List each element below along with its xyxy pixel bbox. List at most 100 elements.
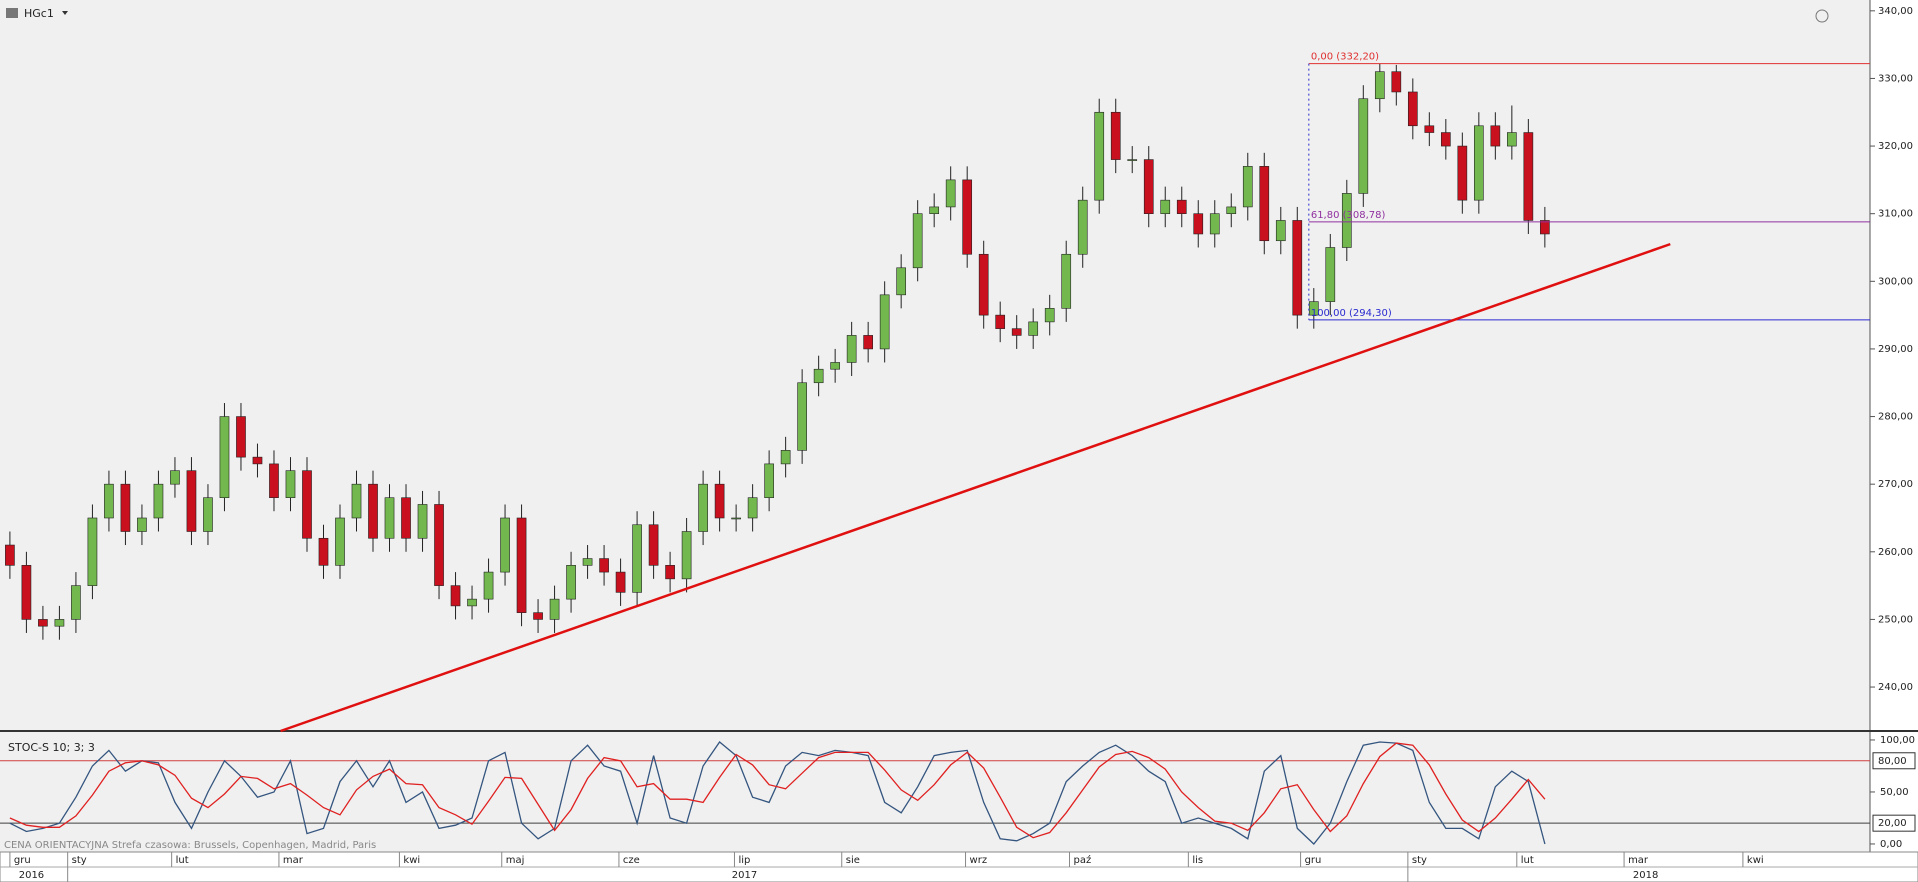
candle-body (368, 483, 378, 539)
symbol-icon[interactable] (6, 8, 18, 18)
clock-icon[interactable] (1815, 9, 1829, 23)
candle-body (1325, 247, 1336, 302)
candle-body (879, 294, 890, 350)
candle-body (1440, 132, 1451, 147)
candle-body (1341, 193, 1352, 248)
candle-body (632, 524, 642, 593)
y-tick-label: 250,00 (1878, 614, 1913, 625)
candle-body (87, 517, 98, 586)
candle-body (1391, 71, 1402, 93)
candle-body (170, 470, 180, 485)
candle-body (269, 463, 279, 499)
candle-body (1061, 253, 1072, 309)
candle-body (38, 619, 48, 627)
x-tick-label: lut (1521, 855, 1534, 866)
candle-body (813, 368, 824, 384)
level-box (1872, 752, 1916, 770)
candle-body (1044, 308, 1055, 323)
x-tick-label: sie (846, 855, 860, 866)
level-label: 20,00 (1878, 818, 1907, 829)
candle-body (335, 517, 345, 566)
candle-body (681, 531, 692, 580)
candle-body (1110, 111, 1121, 160)
candle-body (896, 267, 907, 296)
axis-background (1870, 0, 1918, 882)
x-tick-label: paź (1074, 854, 1092, 866)
candle-body (302, 470, 312, 539)
y-tick-label: 50,00 (1880, 787, 1909, 798)
x-tick-label: kwi (1747, 855, 1764, 866)
dropdown-arrow[interactable] (62, 11, 68, 15)
indicator-title[interactable]: STOC-S 10; 3; 3 (8, 741, 95, 754)
candle-body (54, 619, 65, 627)
y-tick-label: 100,00 (1880, 735, 1915, 746)
candle-body (104, 483, 114, 519)
candle-body (1226, 206, 1237, 214)
x-tick-label: sty (72, 855, 87, 866)
x-tick-label: cze (623, 855, 640, 866)
candle-body (219, 416, 230, 499)
stochastic-line (9, 742, 1546, 839)
y-tick-label: 290,00 (1878, 344, 1913, 355)
x-tick-label: wrz (970, 855, 988, 866)
candle-body (5, 544, 15, 566)
y-tick-label: 240,00 (1878, 682, 1913, 693)
stochastic-line (9, 741, 1546, 845)
candle-body (203, 497, 213, 532)
candle-body (1160, 199, 1171, 214)
candle-body (1077, 199, 1088, 255)
candle-body (1028, 321, 1039, 336)
x-tick-label: mar (1628, 855, 1649, 866)
candle-body (863, 335, 873, 350)
x-tick-label: gru (1305, 855, 1322, 866)
x-tick-label: lis (1192, 855, 1203, 866)
trendline (280, 242, 1671, 733)
candle-body (1424, 125, 1435, 133)
candle-body (285, 470, 296, 499)
candle-body (764, 463, 774, 499)
candle-body (549, 598, 560, 620)
candle-body (1143, 159, 1154, 214)
candle-body (21, 565, 32, 620)
candle-body (1540, 220, 1550, 235)
candle-body (434, 504, 444, 586)
candle-body (467, 598, 477, 607)
x-tick-label: lut (176, 855, 189, 866)
candle-body (698, 483, 708, 532)
y-tick-label: 260,00 (1878, 547, 1913, 558)
candle-body (1011, 328, 1022, 336)
y-tick-label: 270,00 (1878, 479, 1913, 490)
candle-body (1358, 98, 1369, 194)
candle-body (995, 314, 1006, 329)
candle-body (978, 253, 989, 316)
candle-body (71, 585, 81, 620)
candle-body (483, 571, 494, 600)
candle-body (1242, 166, 1253, 208)
x-tick-label: sty (1412, 855, 1427, 866)
candle-body (929, 206, 940, 214)
candle-body (1407, 91, 1418, 127)
candle-body (1209, 213, 1220, 235)
candle-body (566, 565, 576, 600)
candle-body (137, 517, 147, 532)
candle-body (1193, 213, 1204, 235)
year-label: 2018 (1633, 870, 1658, 881)
candle-body (846, 335, 857, 363)
candle-body (450, 585, 461, 607)
x-tick-label: lip (738, 855, 750, 866)
candle-body (582, 558, 593, 566)
candle-body (153, 483, 164, 519)
chart-title[interactable]: HGc1 (24, 7, 54, 20)
y-tick-label: 340,00 (1878, 6, 1913, 17)
candle-body (731, 517, 741, 520)
candle-body (797, 382, 807, 451)
candle-body (500, 517, 510, 573)
y-tick-label: 320,00 (1878, 141, 1913, 152)
candle-body (401, 497, 411, 539)
y-tick-label: 0,00 (1880, 839, 1902, 850)
x-tick-label: mar (283, 855, 304, 866)
candle-body (252, 456, 263, 465)
candle-body (1275, 220, 1286, 242)
year-label: 2016 (19, 870, 44, 881)
candle-body (962, 179, 973, 255)
